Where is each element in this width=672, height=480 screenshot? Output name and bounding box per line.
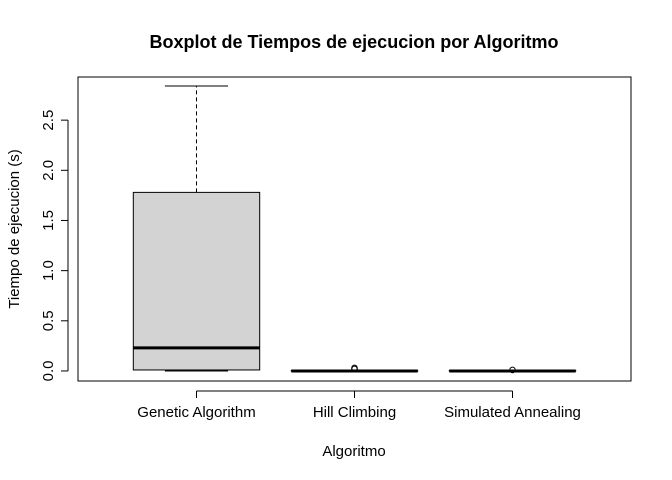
iqr-box bbox=[132, 191, 261, 371]
plot-frame bbox=[77, 76, 632, 382]
boxes bbox=[132, 85, 577, 374]
y-axis: 0.0 0.5 1.0 1.5 2.0 2.5 bbox=[40, 110, 69, 382]
chart-title: Boxplot de Tiempos de ejecucion por Algo… bbox=[149, 32, 558, 52]
box-1 bbox=[132, 85, 261, 372]
y-tick-label: 0.0 bbox=[40, 361, 57, 382]
y-axis-label: Tiempo de ejecucion (s) bbox=[6, 149, 23, 309]
y-tick-label: 2.5 bbox=[40, 110, 57, 131]
y-tick-label: 1.5 bbox=[40, 210, 57, 231]
x-axis-label: Algoritmo bbox=[322, 443, 385, 460]
y-tick-label: 1.0 bbox=[40, 260, 57, 281]
outlier-point bbox=[351, 364, 358, 372]
y-tick-label: 2.0 bbox=[40, 160, 57, 181]
outlier-point bbox=[509, 366, 516, 374]
x-tick-label: Simulated Annealing bbox=[444, 404, 581, 421]
x-axis: Genetic Algorithm Hill Climbing Simulated … bbox=[137, 390, 581, 421]
y-tick-label: 0.5 bbox=[40, 310, 57, 331]
x-tick-label: Genetic Algorithm bbox=[137, 404, 255, 421]
box-2 bbox=[290, 364, 419, 373]
box-3 bbox=[448, 366, 577, 374]
x-tick-label: Hill Climbing bbox=[313, 404, 396, 421]
